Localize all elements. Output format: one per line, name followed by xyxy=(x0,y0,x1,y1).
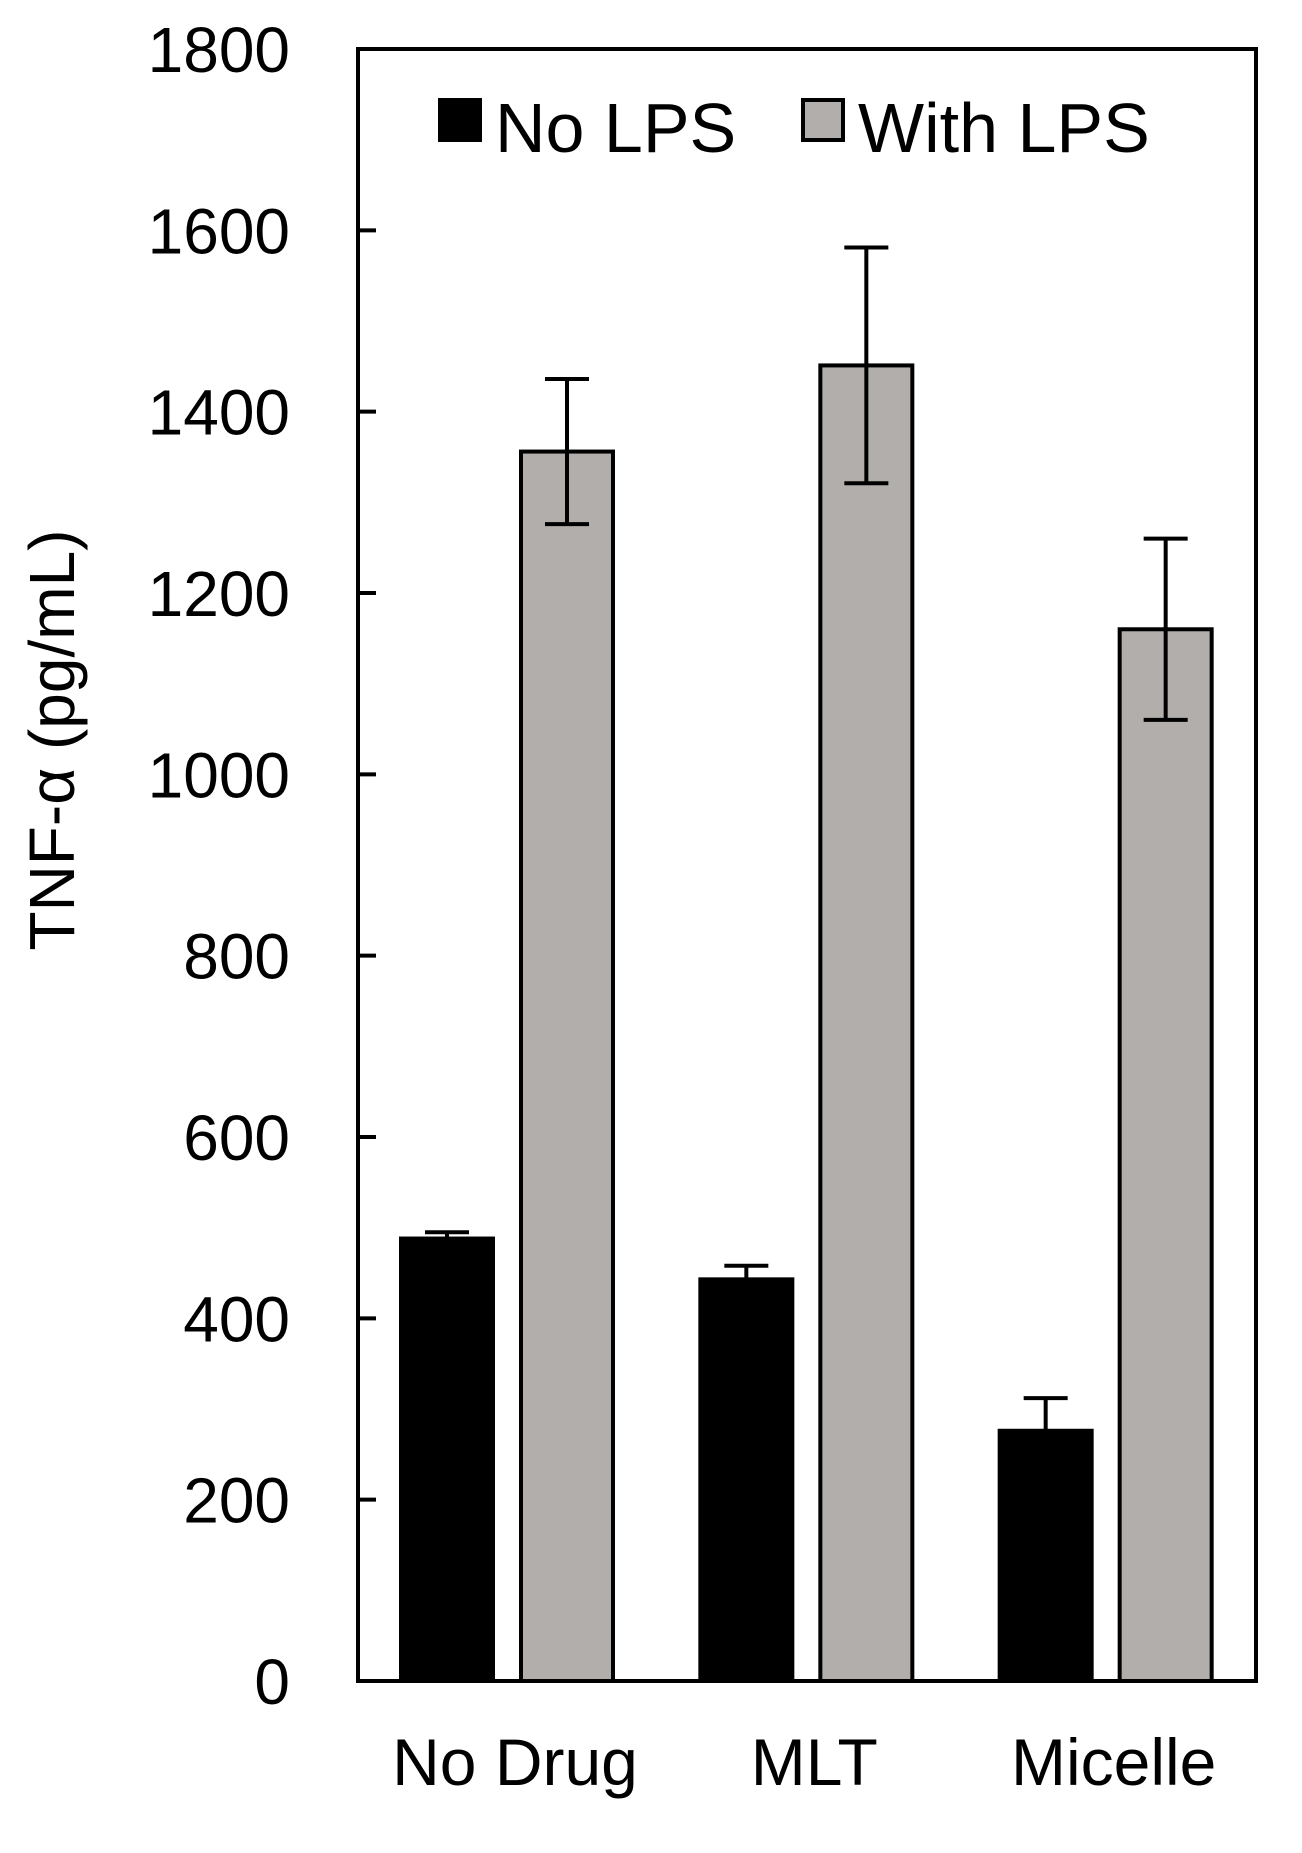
bar-no-lps-2 xyxy=(997,1428,1094,1684)
legend-swatch-with-lps xyxy=(801,98,845,142)
y-tick-label: 400 xyxy=(183,1283,290,1355)
bar-with-lps-1 xyxy=(818,363,915,1684)
bar-no-lps-0 xyxy=(399,1236,495,1683)
legend: No LPS With LPS xyxy=(438,89,1150,167)
y-tick-label: 0 xyxy=(254,1646,290,1718)
plot-frame xyxy=(356,47,1258,1683)
y-tick-label: 1800 xyxy=(148,14,290,86)
y-tick-label: 600 xyxy=(183,1102,290,1174)
legend-label-no-lps: No LPS xyxy=(495,89,736,167)
bars xyxy=(399,363,1214,1684)
y-axis-ticks: 0 200 400 600 800 1000 1200 1400 1600 1800 xyxy=(148,14,376,1718)
legend-label-with-lps: With LPS xyxy=(858,89,1150,167)
bar-with-lps-2 xyxy=(1117,627,1214,1683)
legend-swatch-no-lps xyxy=(438,98,482,142)
category-label: No Drug xyxy=(392,1725,638,1799)
y-tick-label: 200 xyxy=(183,1465,290,1537)
y-tick-label: 800 xyxy=(183,921,290,993)
category-label: Micelle xyxy=(1011,1725,1216,1799)
category-label: MLT xyxy=(751,1725,878,1799)
bar-with-lps-0 xyxy=(519,449,615,1683)
bar-no-lps-1 xyxy=(698,1277,795,1683)
error-bars xyxy=(425,245,1188,1431)
y-axis-title: TNF-α (pg/mL) xyxy=(16,530,88,951)
y-tick-label: 1400 xyxy=(148,377,290,449)
y-tick-label: 1200 xyxy=(148,558,290,630)
y-tick-label: 1000 xyxy=(148,739,290,811)
y-tick-label: 1600 xyxy=(148,195,290,267)
y-axis-label: TNF-α (pg/mL) xyxy=(16,530,88,951)
category-labels: No Drug MLT Micelle xyxy=(392,1725,1216,1799)
